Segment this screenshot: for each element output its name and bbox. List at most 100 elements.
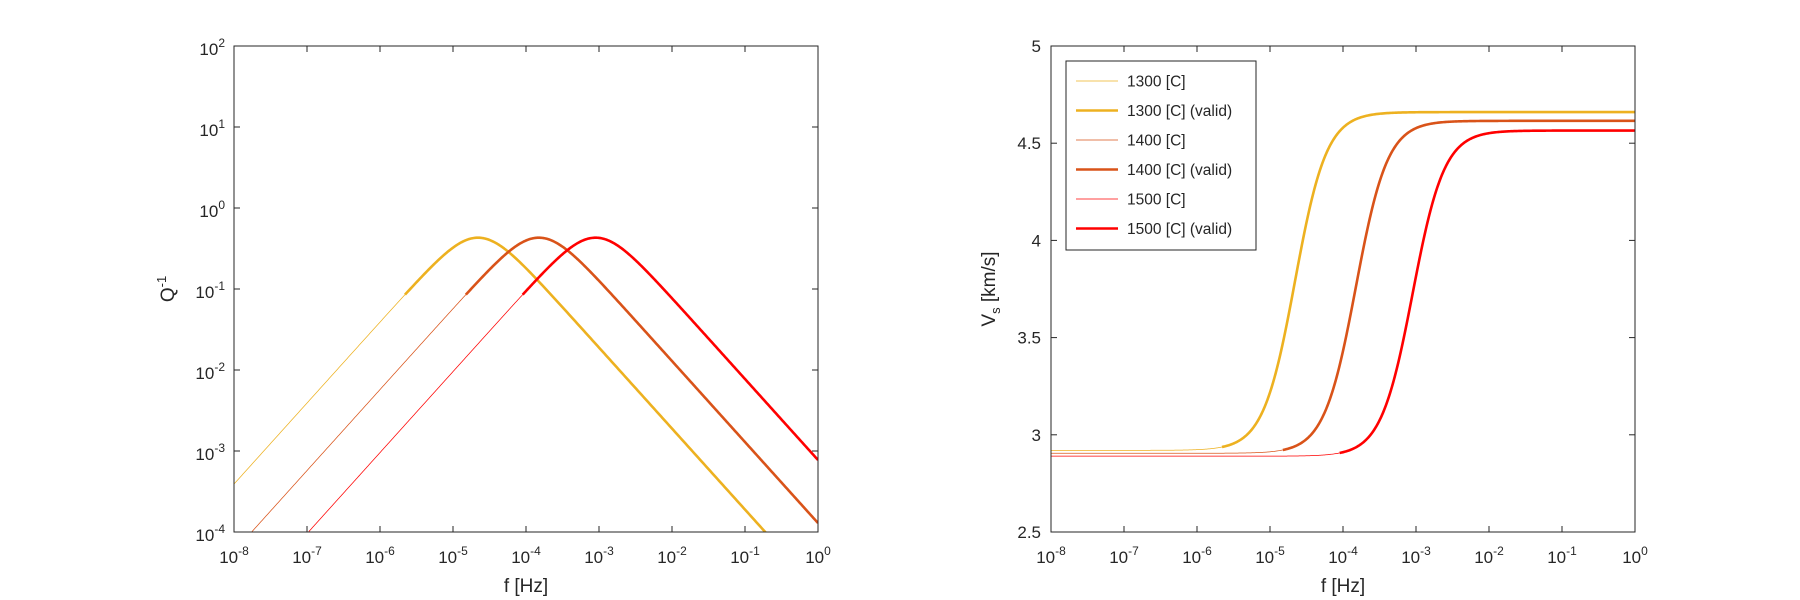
right-x-tick-label: 10-6 bbox=[1182, 544, 1212, 567]
left-plot-area bbox=[234, 46, 818, 532]
legend-entry-5: 1500 [C] (valid) bbox=[1127, 221, 1232, 238]
left-y-tick-label-base: 10 bbox=[199, 121, 218, 140]
right-x-axis-label: f [Hz] bbox=[1321, 576, 1365, 597]
q-series-1400-valid-line bbox=[464, 236, 818, 524]
left-x-tick-label-base: 10 bbox=[657, 548, 676, 567]
left-x-tick-label-base: 10 bbox=[584, 548, 603, 567]
right-y-tick-label: 3.5 bbox=[1017, 329, 1041, 348]
left-x-tick-label-base: 10 bbox=[292, 548, 311, 567]
left-y-tick-label: 10-4 bbox=[195, 522, 225, 545]
right-x-tick-label: 10-1 bbox=[1547, 544, 1577, 567]
left-y-tick-label-exponent: -1 bbox=[214, 279, 225, 293]
right-x-tick-label-exponent: -2 bbox=[1493, 544, 1504, 558]
left-x-tick-label: 10-4 bbox=[511, 544, 541, 567]
right-x-tick-label-base: 10 bbox=[1109, 548, 1128, 567]
left-x-tick-label-exponent: -6 bbox=[384, 544, 395, 558]
left-x-tick-label-exponent: -1 bbox=[749, 544, 760, 558]
left-x-tick-label-base: 10 bbox=[438, 548, 457, 567]
legend-entry-3: 1400 [C] (valid) bbox=[1127, 162, 1232, 179]
left-x-tick-label-exponent: -7 bbox=[311, 544, 322, 558]
right-y-tick-label: 4 bbox=[1032, 231, 1041, 250]
legend: 1300 [C] 1300 [C] (valid) 1400 [C] 1400 [C]… bbox=[1065, 60, 1257, 251]
left-x-tick-label-exponent: -3 bbox=[603, 544, 614, 558]
right-y-tick-label: 2.5 bbox=[1017, 523, 1041, 542]
left-x-tick-label-exponent: -8 bbox=[238, 544, 249, 558]
right-series-group bbox=[1051, 110, 1635, 457]
left-y-axis-label: Q-1 bbox=[154, 276, 179, 302]
right-x-tick-label: 10-8 bbox=[1036, 544, 1066, 567]
vs-series-0-line bbox=[1051, 446, 1223, 451]
left-x-tick-label-base: 10 bbox=[730, 548, 749, 567]
right-y-axis-label: Vs [km/s] bbox=[979, 251, 1003, 326]
left-x-tick-label-base: 10 bbox=[805, 548, 824, 567]
right-y-axis-label-sub: s bbox=[988, 307, 1003, 314]
right-x-tick-label-base: 10 bbox=[1182, 548, 1201, 567]
right-x-tick-label: 10-3 bbox=[1401, 544, 1431, 567]
q-series-1300-line bbox=[234, 294, 406, 485]
right-x-tick-label-exponent: -6 bbox=[1201, 544, 1212, 558]
right-x-tick-label-base: 10 bbox=[1622, 548, 1641, 567]
left-y-tick-label-base: 10 bbox=[195, 364, 214, 383]
left-y-tick-label-exponent: 0 bbox=[218, 198, 225, 212]
left-x-tick-label-base: 10 bbox=[219, 548, 238, 567]
left-y-tick-label: 10-2 bbox=[195, 360, 225, 383]
left-x-tick-label-base: 10 bbox=[365, 548, 384, 567]
left-y-tick-label-exponent: 2 bbox=[218, 36, 225, 50]
left-x-tick-label: 10-2 bbox=[657, 544, 687, 567]
q-series-1500-valid-line bbox=[521, 236, 818, 461]
left-x-tick-label: 10-5 bbox=[438, 544, 468, 567]
right-x-tick-label: 10-2 bbox=[1474, 544, 1504, 567]
right-y-tick-label: 4.5 bbox=[1017, 134, 1041, 153]
q-series-1300-valid-line bbox=[404, 236, 767, 532]
left-y-tick-label-exponent: -2 bbox=[214, 360, 225, 374]
left-y-tick-label: 10-3 bbox=[195, 441, 225, 464]
legend-entry-1: 1300 [C] (valid) bbox=[1127, 103, 1232, 120]
left-y-axis-label-sup: -1 bbox=[154, 276, 169, 288]
right-x-tick-label-base: 10 bbox=[1474, 548, 1493, 567]
left-y-tick-label: 102 bbox=[199, 36, 225, 59]
left-x-tick-label: 10-3 bbox=[584, 544, 614, 567]
legend-entry-0: 1300 [C] bbox=[1127, 74, 1186, 91]
right-y-axis-label-main: V bbox=[979, 314, 1000, 327]
left-x-tick-label: 10-6 bbox=[365, 544, 395, 567]
left-x-tick-label-base: 10 bbox=[511, 548, 530, 567]
left-axes-box bbox=[233, 45, 819, 533]
right-x-tick-label-base: 10 bbox=[1255, 548, 1274, 567]
q-series-1400-line bbox=[251, 294, 467, 532]
left-x-axis-label: f [Hz] bbox=[504, 576, 548, 597]
right-x-tick-label-exponent: -4 bbox=[1347, 544, 1358, 558]
left-x-tick-label-exponent: -5 bbox=[457, 544, 468, 558]
left-y-tick-label-base: 10 bbox=[195, 526, 214, 545]
left-y-tick-label: 100 bbox=[199, 198, 225, 221]
left-x-tick-label-exponent: -2 bbox=[676, 544, 687, 558]
left-y-tick-label-base: 10 bbox=[195, 445, 214, 464]
right-x-tick-label-exponent: -3 bbox=[1420, 544, 1431, 558]
right-y-tick-label: 3 bbox=[1032, 426, 1041, 445]
right-x-tick-label-exponent: -8 bbox=[1055, 544, 1066, 558]
vs-series-3-line bbox=[1282, 119, 1635, 452]
right-x-tick-label-exponent: -7 bbox=[1128, 544, 1139, 558]
vs-series-5-line bbox=[1339, 129, 1635, 455]
right-x-tick-label: 100 bbox=[1622, 544, 1648, 567]
right-x-tick-label-base: 10 bbox=[1036, 548, 1055, 567]
q-series-1500-line bbox=[307, 294, 523, 532]
vs-series-1-line bbox=[1221, 110, 1635, 449]
left-x-tick-label: 100 bbox=[805, 544, 831, 567]
left-y-tick-label: 101 bbox=[199, 117, 225, 140]
right-x-tick-label-base: 10 bbox=[1401, 548, 1420, 567]
legend-box bbox=[1065, 60, 1257, 251]
right-x-tick-label: 10-7 bbox=[1109, 544, 1139, 567]
left-series-group bbox=[234, 236, 818, 532]
left-y-tick-label-base: 10 bbox=[199, 40, 218, 59]
right-x-tick-label-exponent: -5 bbox=[1274, 544, 1285, 558]
right-axes-box bbox=[1050, 45, 1636, 533]
vs-series-4-line bbox=[1051, 452, 1340, 457]
left-x-tick-label-exponent: -4 bbox=[530, 544, 541, 558]
left-y-axis-label-main: Q bbox=[158, 287, 179, 302]
legend-entry-2: 1400 [C] bbox=[1127, 133, 1186, 150]
left-y-tick-label-exponent: -3 bbox=[214, 441, 225, 455]
right-y-tick-label: 5 bbox=[1032, 37, 1041, 56]
